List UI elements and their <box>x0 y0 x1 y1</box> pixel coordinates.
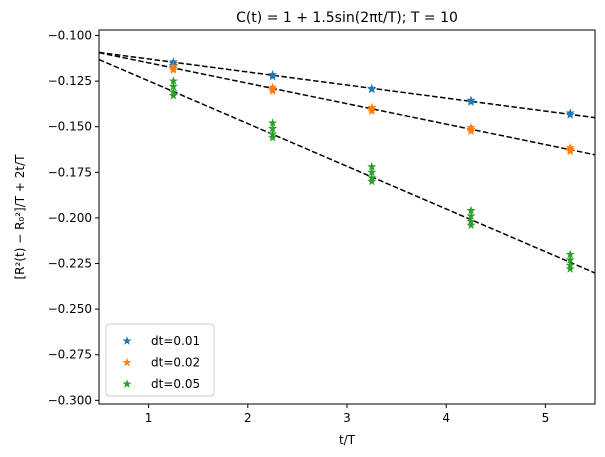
legend-box <box>105 323 215 397</box>
data-point-series-3 <box>565 255 575 264</box>
legend-marker-3 <box>122 379 132 388</box>
data-point-series-2 <box>565 146 575 156</box>
legend-marker-1 <box>122 336 132 345</box>
fit-line-1 <box>99 51 595 119</box>
data-point-series-3 <box>565 264 575 273</box>
x-tick-label: 3 <box>343 411 351 425</box>
data-point-series-3 <box>168 81 178 91</box>
y-axis-label: [R²(t) − R₀²]/T + 2t/T <box>13 154 27 280</box>
data-point-series-3 <box>367 162 377 171</box>
legend: dt=0.01 dt=0.02 dt=0.05 <box>105 323 215 397</box>
x-tick-label: 2 <box>244 411 252 425</box>
data-point-series-1 <box>367 84 377 94</box>
legend-label-1: dt=0.01 <box>151 334 200 348</box>
legend-label-3: dt=0.05 <box>151 377 200 391</box>
data-point-series-2 <box>466 126 476 136</box>
y-tick-label: −0.200 <box>48 211 92 225</box>
y-tick-label: −0.250 <box>48 302 92 316</box>
data-point-series-3 <box>268 123 278 133</box>
chart-title: C(t) = 1 + 1.5sin(2πt/T); T = 10 <box>236 10 458 26</box>
data-point-series-2 <box>268 86 278 95</box>
data-point-series-3 <box>466 220 476 230</box>
data-points <box>168 57 575 273</box>
y-tick-label: −0.150 <box>48 120 92 134</box>
y-tick-label: −0.125 <box>48 74 92 88</box>
x-axis-label: t/T <box>339 433 356 447</box>
data-point-series-3 <box>466 205 476 215</box>
y-tick-label: −0.275 <box>48 348 92 362</box>
data-point-series-2 <box>367 106 377 116</box>
data-point-series-3 <box>168 76 178 85</box>
y-tick-label: −0.175 <box>48 165 92 179</box>
data-point-series-3 <box>268 132 278 142</box>
data-point-series-1 <box>466 97 476 106</box>
y-tick-label: −0.100 <box>48 28 92 42</box>
data-point-series-3 <box>466 211 476 220</box>
x-tick-label: 5 <box>542 411 550 425</box>
y-tick-label: −0.300 <box>48 393 92 407</box>
data-point-series-3 <box>565 249 575 259</box>
data-point-series-1 <box>565 110 575 119</box>
data-point-series-3 <box>168 90 178 100</box>
data-point-series-3 <box>367 176 377 186</box>
data-point-series-3 <box>268 118 278 127</box>
x-tick-label: 4 <box>442 411 450 425</box>
data-point-series-1 <box>268 71 278 81</box>
legend-marker-2 <box>122 357 132 367</box>
x-axis-ticks: 1 2 3 4 5 <box>145 404 549 425</box>
data-point-series-2 <box>168 65 178 75</box>
y-axis-ticks: −0.100 −0.125 −0.150 −0.175 −0.200 −0.225 −0.2… <box>48 28 99 407</box>
y-tick-label: −0.225 <box>48 257 92 271</box>
fit-line-2 <box>99 51 595 156</box>
data-point-series-3 <box>367 167 377 177</box>
fit-lines <box>99 51 595 274</box>
x-tick-label: 1 <box>145 411 153 425</box>
legend-label-2: dt=0.02 <box>151 356 200 370</box>
fit-line-3 <box>99 58 595 274</box>
